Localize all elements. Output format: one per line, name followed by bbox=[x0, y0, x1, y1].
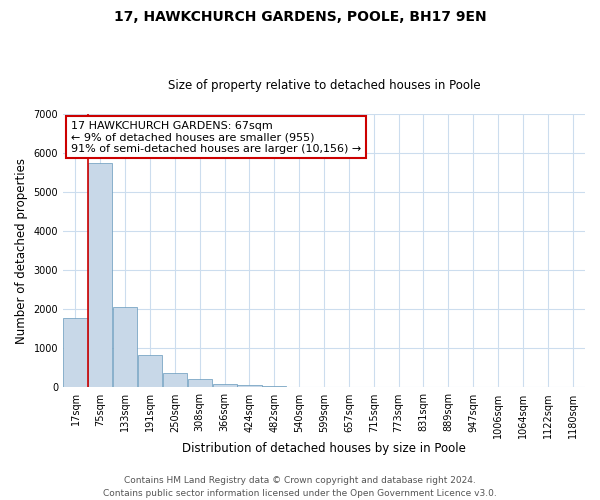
Bar bbox=[88, 163, 112, 388]
X-axis label: Distribution of detached houses by size in Poole: Distribution of detached houses by size … bbox=[182, 442, 466, 455]
Text: 17, HAWKCHURCH GARDENS, POOLE, BH17 9EN: 17, HAWKCHURCH GARDENS, POOLE, BH17 9EN bbox=[113, 10, 487, 24]
Bar bbox=[163, 373, 187, 388]
Bar bbox=[262, 386, 286, 388]
Bar bbox=[64, 318, 88, 388]
Bar bbox=[113, 308, 137, 388]
Text: 17 HAWKCHURCH GARDENS: 67sqm
← 9% of detached houses are smaller (955)
91% of se: 17 HAWKCHURCH GARDENS: 67sqm ← 9% of det… bbox=[71, 121, 361, 154]
Y-axis label: Number of detached properties: Number of detached properties bbox=[15, 158, 28, 344]
Bar bbox=[138, 356, 162, 388]
Bar bbox=[188, 379, 212, 388]
Title: Size of property relative to detached houses in Poole: Size of property relative to detached ho… bbox=[168, 79, 481, 92]
Bar bbox=[287, 387, 311, 388]
Bar bbox=[212, 384, 236, 388]
Bar bbox=[238, 385, 262, 388]
Text: Contains HM Land Registry data © Crown copyright and database right 2024.
Contai: Contains HM Land Registry data © Crown c… bbox=[103, 476, 497, 498]
